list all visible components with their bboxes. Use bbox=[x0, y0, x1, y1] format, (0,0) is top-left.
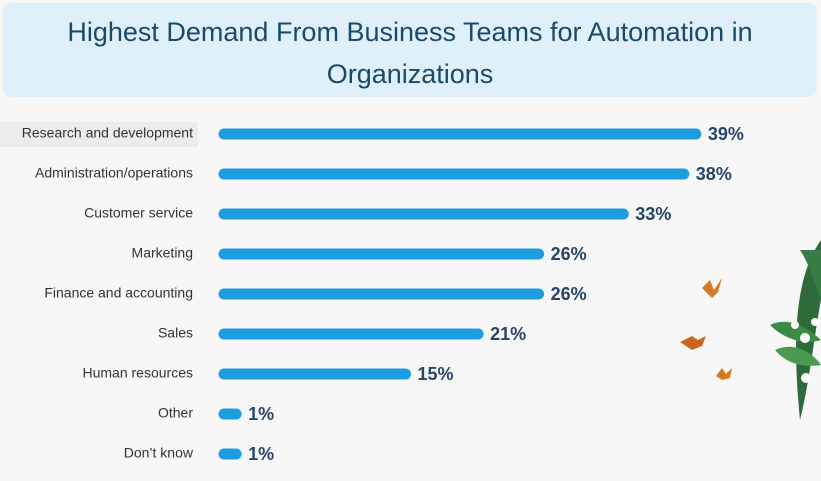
value-label: 26% bbox=[551, 244, 587, 264]
value-label: 39% bbox=[708, 124, 744, 144]
value-label: 26% bbox=[551, 284, 587, 304]
category-label: Customer service bbox=[84, 205, 193, 221]
row-highlight bbox=[0, 122, 198, 147]
category-label: Research and development bbox=[22, 125, 193, 141]
value-label: 1% bbox=[248, 404, 274, 424]
value-label: 33% bbox=[635, 204, 671, 224]
category-label: Administration/operations bbox=[35, 165, 193, 181]
value-label: 21% bbox=[490, 324, 526, 344]
category-label: Finance and accounting bbox=[44, 285, 193, 301]
category-label: Other bbox=[158, 405, 193, 421]
value-label: 15% bbox=[418, 364, 454, 384]
value-label: 1% bbox=[248, 444, 274, 464]
category-label: Human resources bbox=[83, 365, 194, 381]
value-label: 38% bbox=[696, 164, 732, 184]
decoration bbox=[680, 240, 821, 420]
category-label: Don’t know bbox=[124, 445, 194, 461]
category-label: Sales bbox=[158, 325, 193, 341]
chart-title: Highest Demand From Business Teams for A… bbox=[3, 3, 817, 97]
category-label: Marketing bbox=[132, 245, 193, 261]
